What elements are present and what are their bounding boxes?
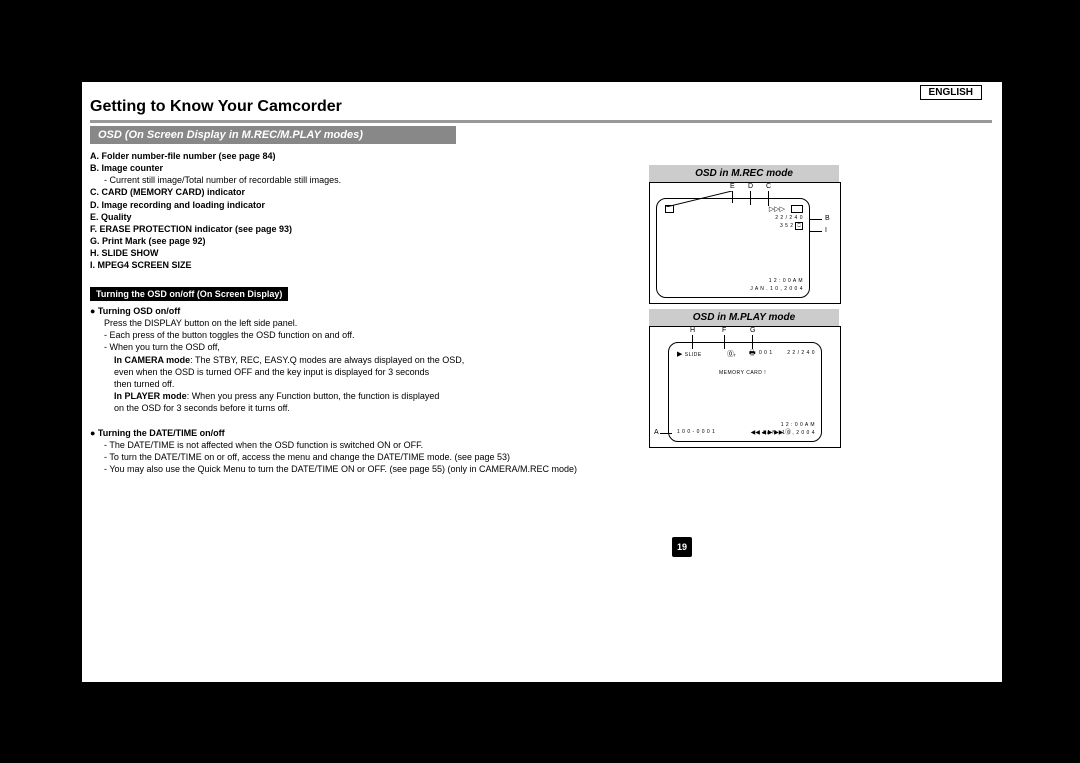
mrec-ratio: 2 2 / 2 4 0	[775, 216, 803, 221]
mplay-title: OSD in M.PLAY mode	[649, 309, 839, 326]
def-c: C. CARD (MEMORY CARD) indicator	[90, 186, 341, 198]
def-h: H. SLIDE SHOW	[90, 247, 341, 259]
title-rule	[90, 120, 992, 123]
osd-l8: on the OSD for 3 seconds before it turns…	[114, 402, 464, 414]
language-label: ENGLISH	[920, 85, 982, 100]
osd-l1: Press the DISPLAY button on the left sid…	[104, 317, 464, 329]
card-icon	[791, 205, 803, 213]
line-f-v	[724, 335, 725, 349]
line-a-h	[660, 433, 672, 434]
mplay-mc: MEMORY CARD !	[719, 371, 766, 376]
osd-l2: - Each press of the button toggles the O…	[104, 329, 464, 341]
mrec-time: 1 2 : 0 0 A M	[769, 279, 803, 284]
lbl-d: D	[748, 183, 753, 190]
def-b-sub: - Current still image/Total number of re…	[104, 174, 341, 186]
def-f: F. ERASE PROTECTION indicator (see page …	[90, 223, 341, 235]
lbl-a: A	[654, 429, 659, 436]
mrec-date: J A N . 1 0 , 2 0 0 4	[750, 287, 803, 292]
mrec-size: 3 5 2 ⎕	[780, 224, 803, 229]
def-g: G. Print Mark (see page 92)	[90, 235, 341, 247]
osd-l5: even when the OSD is turned OFF and the …	[114, 366, 464, 378]
osd-l3: - When you turn the OSD off,	[104, 341, 464, 353]
lbl-b: B	[825, 215, 830, 222]
mplay-date: J A N . 1 0 , 2 0 0 4	[762, 431, 815, 436]
mrec-diagram: ▷▷▷ 2 2 / 2 4 0 3 5 2 ⎕ 1 2 : 0 0 A M J …	[649, 182, 841, 304]
mplay-slide: ▶ SLIDE	[677, 351, 702, 358]
mplay-pm: 0 0 1	[759, 351, 773, 356]
def-a: A. Folder number-file number (see page 8…	[90, 150, 341, 162]
def-d: D. Image recording and loading indicator	[90, 199, 341, 211]
page-number: 19	[672, 537, 692, 557]
line-g-v	[752, 335, 753, 349]
print-icon: 🖶	[749, 349, 756, 360]
def-i: I. MPEG4 SCREEN SIZE	[90, 259, 341, 271]
line-e-diag	[666, 191, 732, 207]
lbl-i: I	[825, 227, 827, 234]
def-e: E. Quality	[90, 211, 341, 223]
osd-l6: then turned off.	[114, 378, 464, 390]
lbl-c: C	[766, 183, 771, 190]
play-icon: ▷▷▷	[769, 205, 785, 213]
osd-l4: In CAMERA mode: The STBY, REC, EASY.Q mo…	[114, 354, 464, 366]
def-b: B. Image counter	[90, 162, 341, 174]
dt-l3: - You may also use the Quick Menu to tur…	[104, 463, 960, 475]
mplay-time: 1 2 : 0 0 A M	[781, 423, 815, 428]
line-d	[750, 191, 751, 205]
turning-osd-block: ● Turning OSD on/off Press the DISPLAY b…	[90, 305, 464, 414]
line-b	[810, 219, 822, 220]
mrec-title: OSD in M.REC mode	[649, 165, 839, 182]
line-e	[732, 191, 733, 203]
line-i	[810, 231, 822, 232]
page-title: Getting to Know Your Camcorder	[90, 98, 342, 116]
osd-l7: In PLAYER mode: When you press any Funct…	[114, 390, 464, 402]
lbl-g: G	[750, 327, 755, 334]
lbl-f: F	[722, 327, 726, 334]
sub-section-bar: Turning the OSD on/off (On Screen Displa…	[90, 287, 288, 301]
line-h-v	[692, 335, 693, 349]
mplay-screen: ▶ SLIDE ⓪ᵣ 🖶 0 0 1 2 2 / 2 4 0 MEMORY CA…	[668, 342, 822, 442]
mplay-ratio: 2 2 / 2 4 0	[787, 351, 815, 356]
mplay-diagram: ▶ SLIDE ⓪ᵣ 🖶 0 0 1 2 2 / 2 4 0 MEMORY CA…	[649, 326, 841, 448]
mrec-screen: ▷▷▷ 2 2 / 2 4 0 3 5 2 ⎕ 1 2 : 0 0 A M J …	[656, 198, 810, 298]
lock-icon: ⓪ᵣ	[727, 349, 736, 359]
dt-l2: - To turn the DATE/TIME on or off, acces…	[104, 451, 960, 463]
definition-list: A. Folder number-file number (see page 8…	[90, 150, 341, 271]
lbl-e: E	[730, 183, 735, 190]
turning-osd-title: ● Turning OSD on/off	[90, 305, 464, 317]
mplay-folder: 1 0 0 - 0 0 0 1	[677, 430, 715, 435]
lbl-h: H	[690, 327, 695, 334]
section-title-bar: OSD (On Screen Display in M.REC/M.PLAY m…	[90, 126, 456, 144]
line-c	[768, 191, 769, 206]
